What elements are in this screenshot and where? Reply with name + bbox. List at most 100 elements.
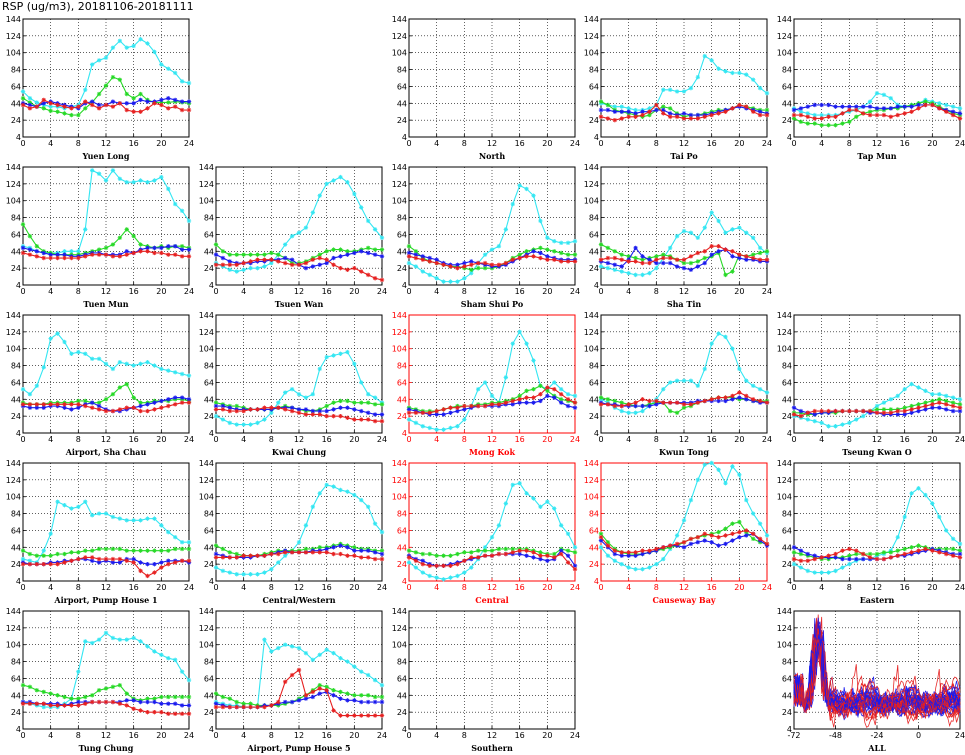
x-tick-label: 0	[791, 435, 796, 444]
x-tick-label: 8	[462, 435, 467, 444]
y-tick-label: 4	[787, 725, 792, 734]
y-tick-label: 124	[777, 328, 792, 337]
data-point-cyan	[688, 85, 694, 91]
data-point-blue	[545, 254, 550, 259]
data-point-red	[365, 713, 371, 718]
data-point-red	[558, 259, 564, 264]
data-point-cyan	[96, 356, 102, 362]
y-tick-label: 64	[397, 230, 407, 239]
data-point-red	[186, 400, 192, 405]
y-tick-label: 144	[584, 15, 599, 24]
data-point-green	[27, 100, 33, 105]
data-point-red	[124, 252, 129, 257]
data-point-red	[345, 553, 350, 558]
data-point-red	[909, 109, 914, 114]
data-point-red	[379, 419, 385, 424]
data-point-red	[427, 259, 432, 264]
data-point-red	[860, 551, 866, 557]
x-tick-label: 0	[406, 731, 411, 740]
data-point-cyan	[365, 504, 371, 510]
y-tick-label: 24	[397, 560, 407, 569]
data-point-red	[545, 257, 550, 262]
data-point-green	[750, 252, 756, 257]
data-point-cyan	[372, 677, 378, 683]
y-tick-label: 84	[204, 658, 214, 667]
y-tick-label: 144	[6, 311, 21, 320]
data-point-green	[110, 392, 116, 397]
data-point-blue	[791, 545, 797, 550]
data-point-cyan	[805, 111, 811, 116]
y-tick-label: 84	[204, 510, 214, 519]
data-point-green	[681, 260, 687, 266]
data-point-red	[76, 104, 81, 109]
data-point-cyan	[626, 271, 631, 276]
data-point-blue	[716, 543, 721, 548]
data-point-blue	[41, 101, 46, 106]
data-point-green	[34, 688, 40, 693]
data-point-red	[503, 400, 509, 405]
x-tick-label: 4	[434, 139, 439, 148]
y-tick-label: 44	[11, 99, 21, 108]
data-point-cyan	[730, 70, 735, 76]
data-point-cyan	[83, 87, 88, 92]
data-point-red	[482, 403, 488, 409]
data-point-red	[462, 403, 467, 409]
data-point-blue	[950, 109, 956, 114]
data-point-cyan	[798, 565, 804, 570]
data-point-red	[372, 276, 378, 281]
data-point-red	[324, 688, 329, 693]
data-point-red	[448, 264, 453, 269]
data-point-red	[131, 250, 136, 256]
data-point-blue	[723, 398, 728, 404]
panel-label-kwun-tong: Kwun Tong	[659, 447, 709, 457]
data-point-red	[626, 402, 631, 407]
data-point-cyan	[186, 218, 192, 224]
x-tick-label: 12	[487, 139, 497, 148]
data-point-red	[681, 116, 687, 121]
data-point-red	[867, 555, 873, 560]
data-point-green	[152, 548, 157, 553]
x-tick-label: 0	[406, 435, 411, 444]
data-point-red	[234, 704, 239, 710]
data-point-cyan	[888, 96, 894, 101]
data-point-cyan	[103, 55, 109, 60]
data-point-blue	[406, 250, 412, 256]
y-tick-label: 104	[392, 641, 407, 650]
data-point-red	[826, 408, 831, 414]
data-point-cyan	[619, 561, 624, 567]
data-point-green	[248, 252, 253, 257]
data-point-cyan	[152, 178, 157, 183]
data-point-cyan	[41, 365, 46, 370]
data-point-red	[681, 402, 687, 407]
data-point-green	[159, 548, 164, 553]
data-point-green	[55, 109, 60, 114]
data-point-red	[819, 116, 824, 121]
data-point-green	[96, 91, 102, 97]
data-point-cyan	[96, 58, 102, 63]
data-point-cyan	[633, 567, 638, 572]
data-point-green	[448, 553, 453, 558]
x-tick-label: 0	[598, 583, 603, 592]
data-point-red	[847, 408, 852, 414]
x-tick-label: 0	[791, 139, 796, 148]
y-tick-label: 64	[204, 230, 214, 239]
data-point-cyan	[352, 492, 357, 498]
data-point-red	[798, 112, 804, 118]
data-point-red	[96, 106, 102, 111]
x-tick-label: 16	[322, 731, 332, 740]
data-point-cyan	[289, 233, 295, 239]
data-point-blue	[833, 555, 838, 560]
data-point-cyan	[937, 514, 942, 520]
data-point-blue	[20, 245, 26, 251]
x-tick-label: 12	[872, 139, 882, 148]
data-point-blue	[186, 247, 192, 252]
y-tick-label: 24	[589, 412, 599, 421]
data-point-red	[441, 262, 446, 267]
data-point-cyan	[282, 390, 288, 395]
data-point-cyan	[957, 106, 963, 111]
data-point-red	[881, 410, 887, 415]
data-point-cyan	[124, 179, 129, 185]
data-point-red	[681, 540, 687, 545]
data-point-blue	[545, 558, 550, 563]
data-point-cyan	[441, 577, 446, 582]
